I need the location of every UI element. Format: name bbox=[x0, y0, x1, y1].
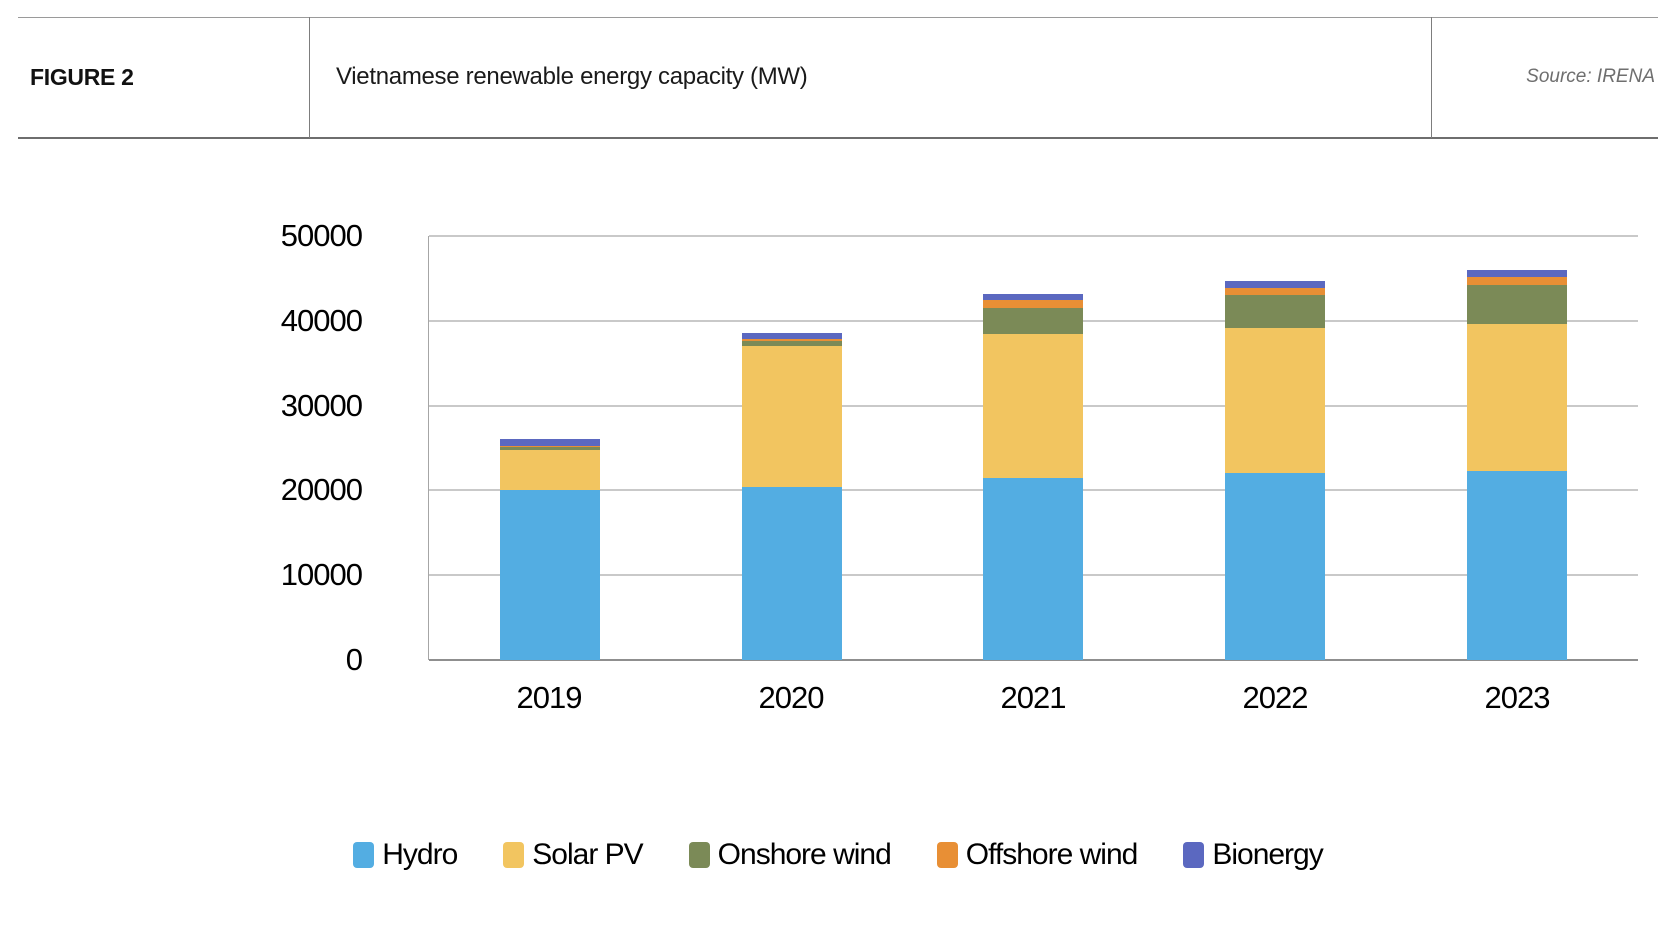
chart-legend: Hydro Solar PV Onshore wind Offshore wind Bi… bbox=[0, 838, 1676, 872]
stacked-bar-2020 bbox=[741, 332, 842, 660]
bar-segment-offshore-wind bbox=[1467, 276, 1568, 286]
bar-segment-solar-pv bbox=[983, 334, 1084, 478]
bar-segment-hydro bbox=[1467, 470, 1568, 660]
bar-segment-offshore-wind bbox=[1225, 287, 1326, 296]
legend-swatch-icon bbox=[353, 842, 375, 868]
bar-segment-hydro bbox=[741, 487, 842, 660]
legend-label: Bionergy bbox=[1212, 838, 1323, 871]
bar-slot-2020 bbox=[671, 236, 913, 660]
legend-swatch-icon bbox=[936, 842, 958, 868]
bar-slot-2021 bbox=[913, 236, 1155, 660]
bar-segment-bionergy bbox=[499, 438, 600, 447]
legend-swatch-icon bbox=[503, 842, 525, 868]
y-tick-label: 10000 bbox=[280, 557, 363, 593]
bar-segment-bionergy bbox=[983, 293, 1084, 301]
bar-segment-hydro bbox=[983, 477, 1084, 660]
bar-segment-bionergy bbox=[1225, 280, 1326, 288]
bar-segment-offshore-wind bbox=[983, 300, 1084, 309]
x-axis-label-2019: 2019 bbox=[516, 680, 583, 715]
header-divider-right bbox=[1431, 17, 1432, 138]
bar-segment-bionergy bbox=[741, 332, 842, 340]
x-axis-label-2023: 2023 bbox=[1484, 680, 1551, 715]
x-axis-labels: 2019 2020 2021 2022 2023 bbox=[428, 680, 1638, 716]
bar-segment-onshore-wind bbox=[499, 447, 600, 450]
x-axis-baseline bbox=[429, 659, 1638, 661]
x-axis-label-2022: 2022 bbox=[1242, 680, 1309, 715]
bars-container bbox=[429, 236, 1638, 660]
bar-segment-bionergy bbox=[1467, 269, 1568, 277]
legend-label: Onshore wind bbox=[717, 838, 892, 871]
legend-label: Offshore wind bbox=[965, 838, 1139, 871]
bar-segment-hydro bbox=[499, 489, 600, 660]
legend-item-onshore-wind: Onshore wind bbox=[688, 838, 892, 872]
x-axis-label-2020: 2020 bbox=[758, 680, 825, 715]
figure-title: Vietnamese renewable energy capacity (MW… bbox=[336, 63, 808, 90]
y-tick-label: 30000 bbox=[280, 387, 363, 423]
bar-segment-onshore-wind bbox=[1467, 285, 1568, 325]
bar-segment-solar-pv bbox=[741, 346, 842, 488]
plot-area: 0 10000 20000 30000 40000 50000 bbox=[281, 218, 1638, 677]
bar-segment-hydro bbox=[1225, 472, 1326, 660]
y-tick-label: 40000 bbox=[280, 302, 363, 338]
bar-segment-onshore-wind bbox=[983, 308, 1084, 335]
y-tick-label: 20000 bbox=[280, 472, 363, 508]
bar-segment-onshore-wind bbox=[1225, 295, 1326, 329]
bar-slot-2022 bbox=[1154, 236, 1396, 660]
stacked-bar-2019 bbox=[499, 438, 600, 660]
header-bottom-rule bbox=[18, 137, 1658, 139]
legend-swatch-icon bbox=[1183, 842, 1205, 868]
y-tick-label: 0 bbox=[345, 642, 363, 677]
y-tick-label: 50000 bbox=[280, 218, 363, 253]
legend-swatch-icon bbox=[688, 842, 710, 868]
legend-label: Solar PV bbox=[532, 838, 643, 871]
legend-label: Hydro bbox=[382, 838, 458, 871]
bar-segment-offshore-wind bbox=[741, 339, 842, 342]
bar-slot-2023 bbox=[1396, 236, 1638, 660]
stacked-bar-2022 bbox=[1225, 280, 1326, 660]
header-top-rule bbox=[18, 17, 1658, 18]
bar-segment-solar-pv bbox=[1467, 324, 1568, 471]
legend-item-solar-pv: Solar PV bbox=[503, 838, 644, 872]
bar-segment-offshore-wind bbox=[499, 446, 600, 448]
stacked-bar-2021 bbox=[983, 293, 1084, 660]
x-axis-label-2021: 2021 bbox=[1000, 680, 1067, 715]
legend-item-bionergy: Bionergy bbox=[1183, 838, 1324, 872]
gridline bbox=[429, 235, 1638, 237]
figure-label: FIGURE 2 bbox=[30, 63, 134, 90]
bar-segment-solar-pv bbox=[1225, 328, 1326, 473]
header-divider-left bbox=[309, 17, 310, 138]
bar-slot-2019 bbox=[429, 236, 671, 660]
legend-item-hydro: Hydro bbox=[353, 838, 458, 872]
stacked-bar-2023 bbox=[1467, 269, 1568, 660]
bar-segment-onshore-wind bbox=[741, 341, 842, 347]
figure-source: Source: IRENA bbox=[1526, 66, 1655, 87]
legend-item-offshore-wind: Offshore wind bbox=[936, 838, 1139, 872]
bar-segment-solar-pv bbox=[499, 449, 600, 490]
